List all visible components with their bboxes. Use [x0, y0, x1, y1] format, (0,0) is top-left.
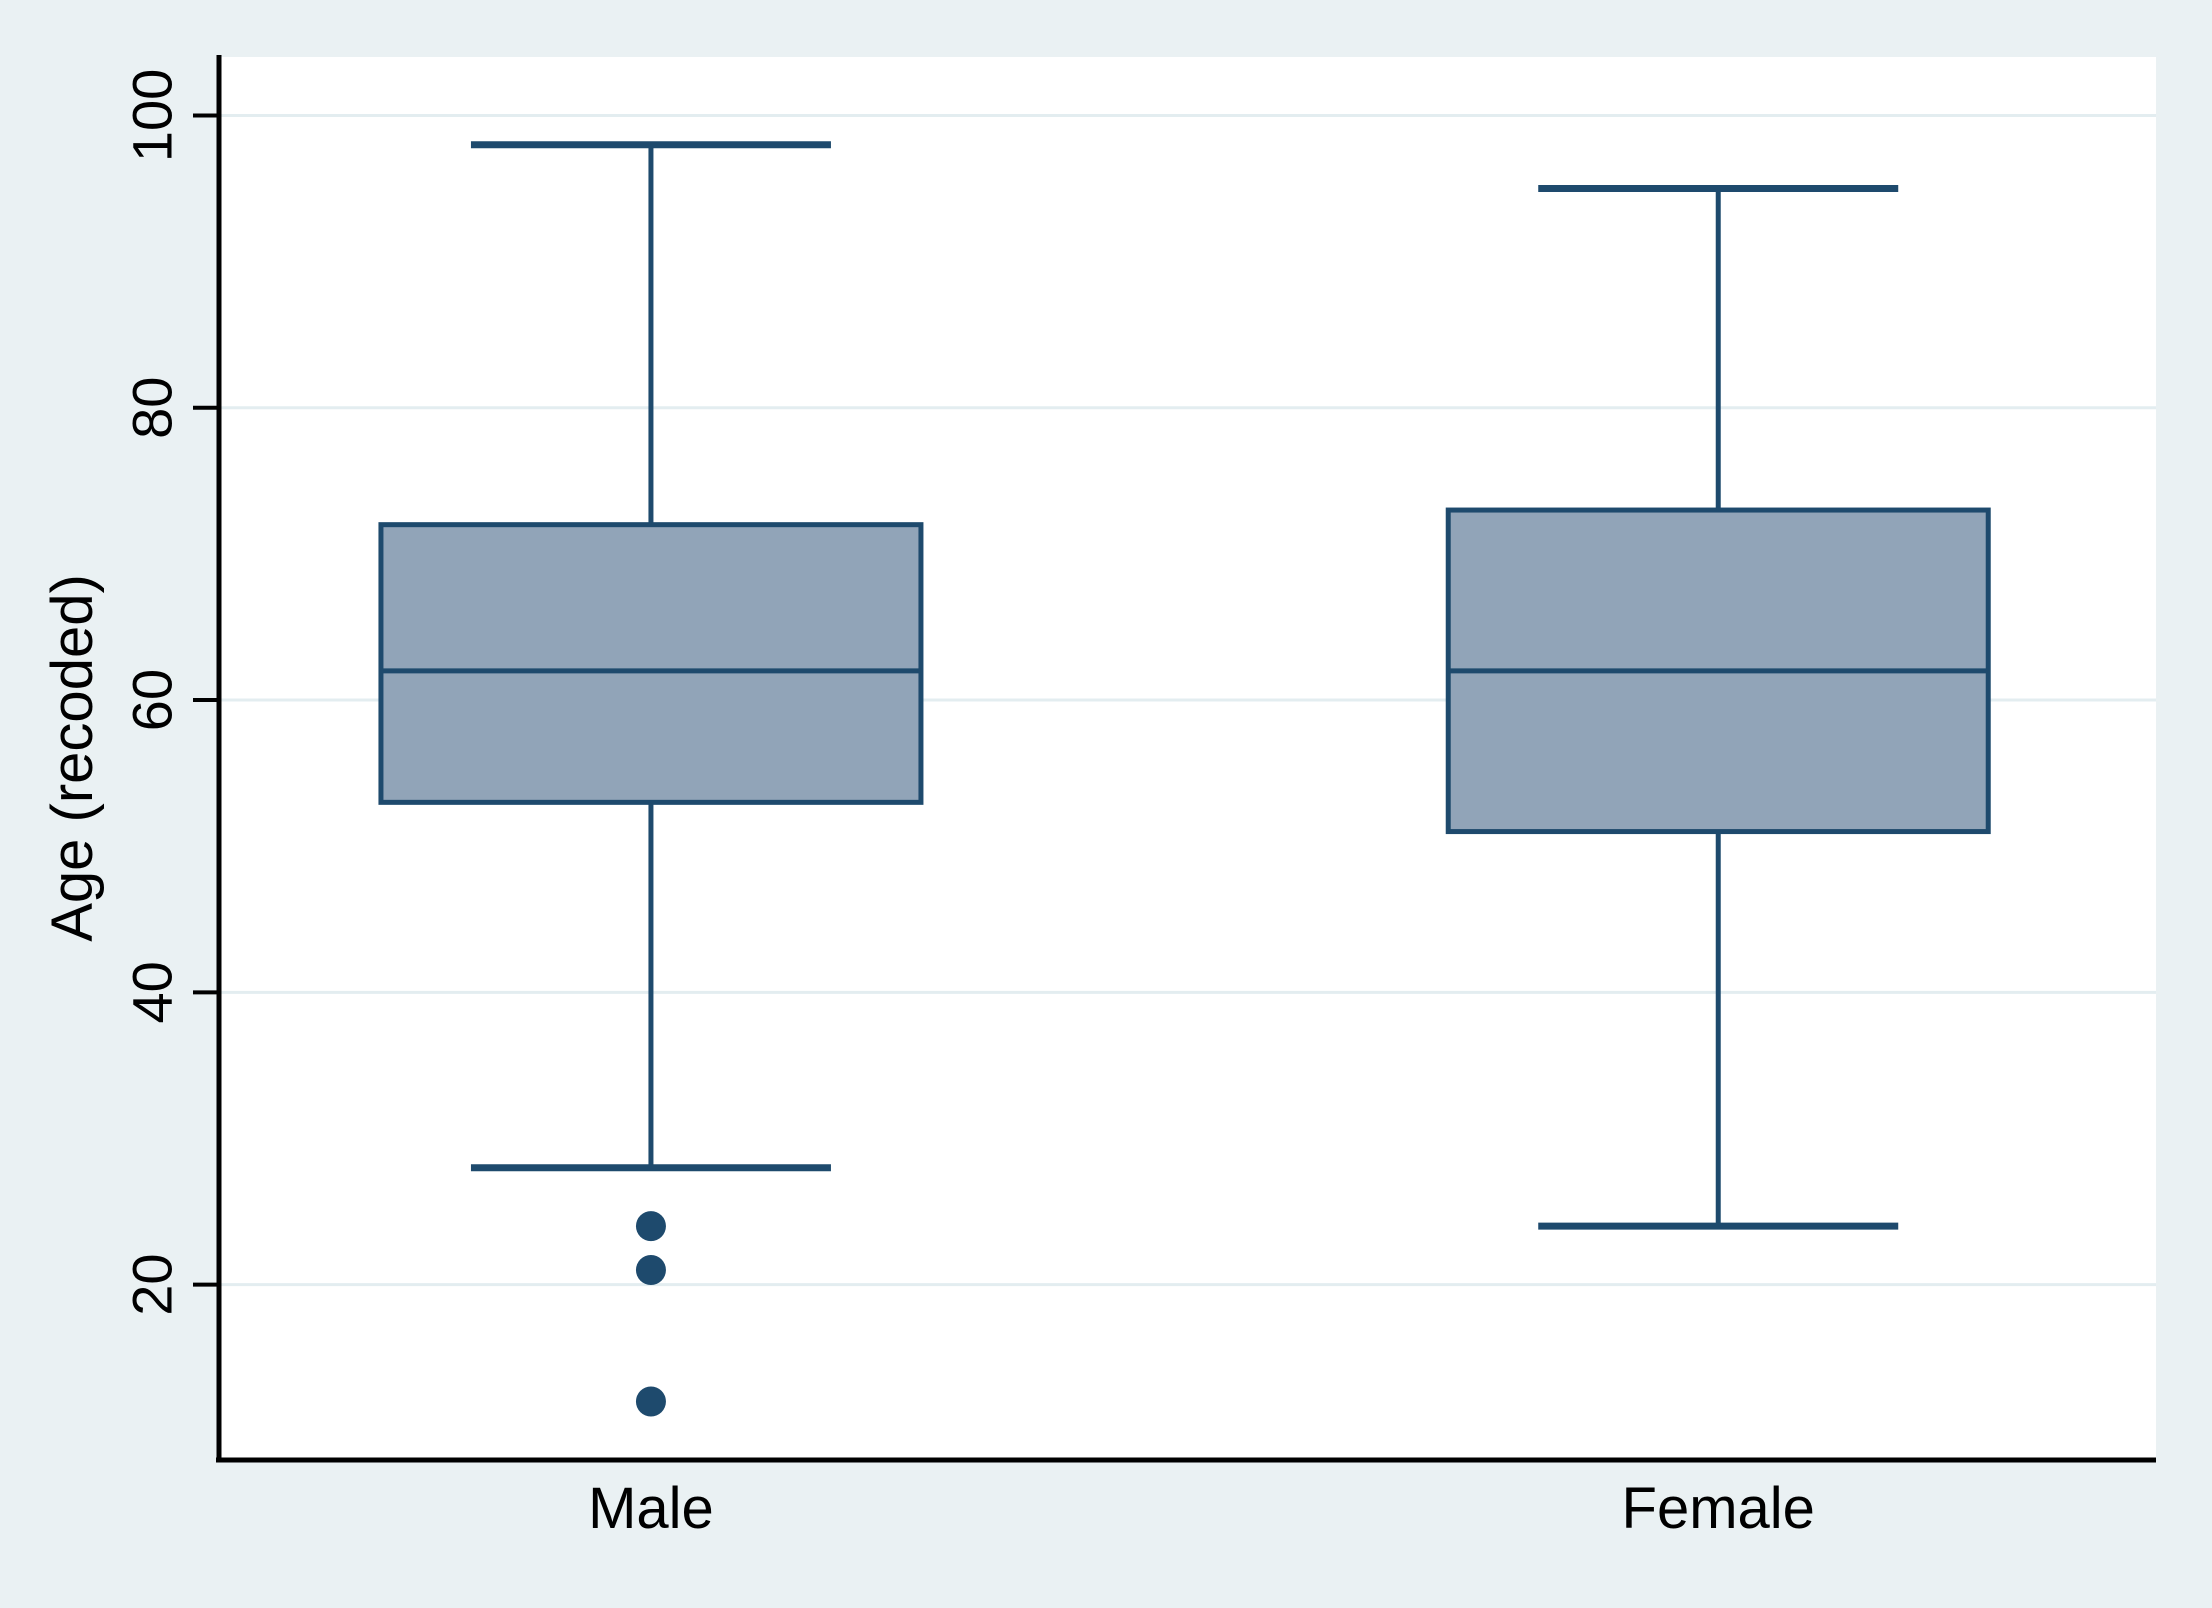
- y-tick-label: 80: [121, 377, 184, 439]
- x-category-label: Female: [1622, 1476, 1815, 1541]
- y-tick-label: 60: [121, 669, 184, 731]
- x-category-labels: Male Female: [588, 1476, 1815, 1541]
- outlier-dot: [635, 1386, 666, 1417]
- box-female: [1445, 185, 1991, 1230]
- outlier-dot: [635, 1255, 666, 1286]
- x-category-label: Male: [588, 1476, 714, 1541]
- box-male: [378, 141, 924, 1417]
- y-tick-label: 20: [121, 1253, 184, 1315]
- y-tick-label: 100: [121, 69, 184, 162]
- iqr-box: [378, 522, 924, 805]
- y-axis-title: Age (recoded): [40, 574, 105, 942]
- outlier-dot: [635, 1211, 666, 1242]
- y-tick-label: 40: [121, 961, 184, 1023]
- y-ticks: 20 40 60 80 100: [121, 69, 219, 1316]
- box-series: [378, 141, 1991, 1417]
